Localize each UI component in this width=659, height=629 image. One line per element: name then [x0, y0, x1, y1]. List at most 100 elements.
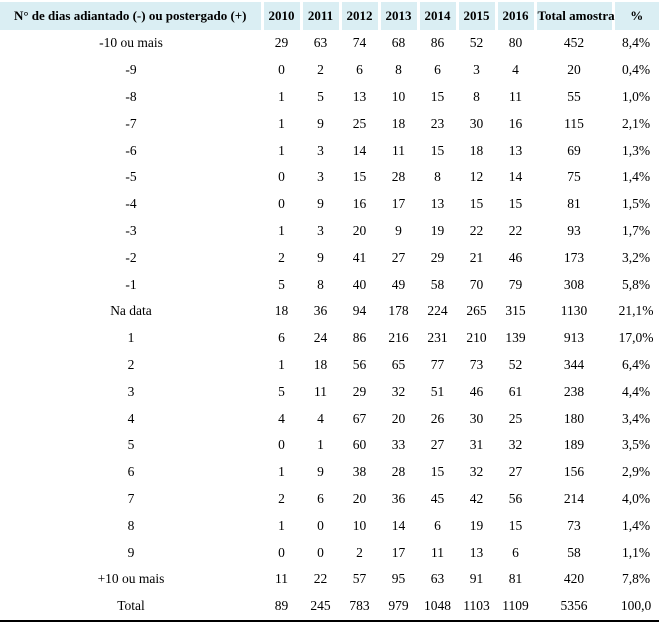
table-cell: 238	[535, 378, 613, 406]
table-cell: 14	[340, 137, 379, 164]
table-cell: 86	[418, 30, 457, 57]
row-label: -10 ou mais	[0, 30, 262, 57]
table-cell: 420	[535, 565, 613, 593]
table-cell: 24	[301, 324, 340, 352]
row-label: -2	[0, 244, 262, 272]
table-body: -10 ou mais 29 63 74 68 86 52 80 452 8,4% -9 0 2 6 8 6 3…	[0, 30, 659, 621]
table-cell: 21	[457, 244, 496, 272]
row-label: Total	[0, 592, 262, 621]
table-cell: 913	[535, 324, 613, 352]
table-row: -4 0 9 16 17 13 15 15 81 1,5%	[0, 190, 659, 218]
table-cell: 11	[379, 137, 418, 164]
table-row: +10 ou mais 11 22 57 95 63 91 81 420 7,8%	[0, 565, 659, 593]
table-cell: 2	[262, 244, 301, 272]
table-cell: 29	[418, 244, 457, 272]
table-cell: 8	[418, 163, 457, 191]
table-cell: 1	[262, 458, 301, 486]
table-cell: 31	[457, 431, 496, 459]
column-header: 2012	[340, 2, 381, 30]
table-cell: 13	[457, 539, 496, 566]
table-cell: 19	[418, 217, 457, 245]
row-label: 9	[0, 539, 262, 566]
table-cell: 0	[262, 163, 301, 191]
table-cell: 79	[496, 271, 535, 298]
table-cell: 2	[262, 485, 301, 513]
table-row: -5 0 3 15 28 8 12 14 75 1,4%	[0, 163, 659, 191]
table-cell: 73	[457, 351, 496, 379]
table-row: -6 1 3 14 11 15 18 13 69 1,3%	[0, 137, 659, 164]
table-cell: 67	[340, 405, 379, 432]
table-cell: 0	[301, 539, 340, 566]
table-cell: 32	[496, 431, 535, 459]
table-cell: 2,1%	[613, 110, 659, 138]
table-cell: 73	[535, 512, 613, 540]
table-cell: 5	[301, 83, 340, 111]
table-cell: 6	[301, 485, 340, 513]
table-cell: 17	[379, 190, 418, 218]
table-row: -10 ou mais 29 63 74 68 86 52 80 452 8,4%	[0, 30, 659, 57]
table-cell: 18	[301, 351, 340, 379]
table-row: 4 4 4 67 20 26 30 25 180 3,4%	[0, 405, 659, 432]
table-cell: 6,4%	[613, 351, 659, 379]
row-label: -6	[0, 137, 262, 164]
table-cell: 4,0%	[613, 485, 659, 513]
table-cell: 68	[379, 30, 418, 57]
table-cell: 41	[340, 244, 379, 272]
column-header: 2010	[262, 2, 303, 30]
table-cell: 38	[340, 458, 379, 486]
column-header: 2013	[379, 2, 420, 30]
table-row: 8 1 0 10 14 6 19 15 73 1,4%	[0, 512, 659, 540]
table-cell: 14	[379, 512, 418, 540]
table-cell: 14	[496, 163, 535, 191]
table-cell: 56	[340, 351, 379, 379]
table-cell: 77	[418, 351, 457, 379]
table-cell: 63	[418, 565, 457, 593]
table-cell: 69	[535, 137, 613, 164]
row-label: +10 ou mais	[0, 565, 262, 593]
table-cell: 0	[262, 56, 301, 84]
table-cell: 16	[496, 110, 535, 138]
table-cell: 6	[418, 512, 457, 540]
table-cell: 56	[496, 485, 535, 513]
row-label: 1	[0, 324, 262, 352]
table-cell: 0,4%	[613, 56, 659, 84]
table-row: 5 0 1 60 33 27 31 32 189 3,5%	[0, 431, 659, 459]
table-cell: 25	[496, 405, 535, 432]
table-cell: 8,4%	[613, 30, 659, 57]
table-cell: 10	[340, 512, 379, 540]
table-cell: 86	[340, 324, 379, 352]
row-label: -7	[0, 110, 262, 138]
table-row: 6 1 9 38 28 15 32 27 156 2,9%	[0, 458, 659, 486]
row-label: 4	[0, 405, 262, 432]
table-cell: 4	[262, 405, 301, 432]
table-cell: 189	[535, 431, 613, 459]
table-cell: 4	[496, 56, 535, 84]
table-cell: 1	[301, 431, 340, 459]
table-cell: 100,0	[613, 592, 659, 621]
table-cell: 29	[340, 378, 379, 406]
table-cell: 75	[535, 163, 613, 191]
table-cell: 4,4%	[613, 378, 659, 406]
table-cell: 11	[418, 539, 457, 566]
column-header: 2014	[418, 2, 459, 30]
table-cell: 21,1%	[613, 297, 659, 325]
table-cell: 6	[496, 539, 535, 566]
table-cell: 19	[457, 512, 496, 540]
table-cell: 1,5%	[613, 190, 659, 218]
column-header: 2016	[496, 2, 537, 30]
table-cell: 231	[418, 324, 457, 352]
table-cell: 20	[340, 485, 379, 513]
table-cell: 33	[379, 431, 418, 459]
table-cell: 29	[262, 30, 301, 57]
table-cell: 11	[496, 83, 535, 111]
table-cell: 5	[262, 378, 301, 406]
table-cell: 65	[379, 351, 418, 379]
table-cell: 70	[457, 271, 496, 298]
table-cell: 15	[418, 458, 457, 486]
row-label: -5	[0, 163, 262, 191]
table-cell: 452	[535, 30, 613, 57]
table-cell: 0	[262, 431, 301, 459]
table-cell: 52	[496, 351, 535, 379]
table-cell: 2	[301, 56, 340, 84]
table-cell: 36	[379, 485, 418, 513]
